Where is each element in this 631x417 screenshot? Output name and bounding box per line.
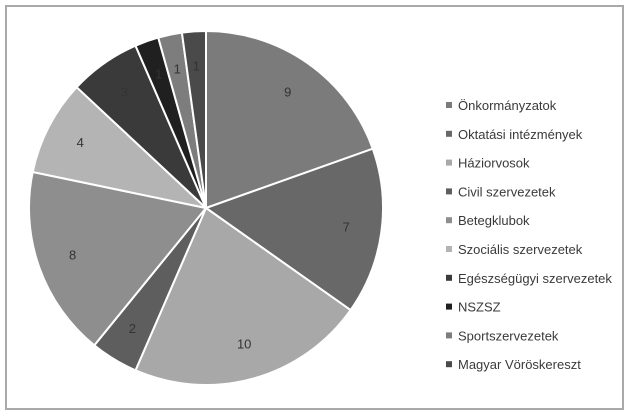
legend-swatch (446, 159, 452, 166)
legend-swatch (446, 274, 452, 281)
slice-value-label: 7 (343, 219, 350, 234)
slice-value-label: 1 (193, 59, 200, 74)
pie-slices (28, 29, 384, 386)
legend-swatch (446, 188, 452, 195)
slice-value-label: 2 (129, 321, 136, 336)
legend-label: Betegklubok (458, 213, 530, 228)
pie-slice (203, 147, 384, 312)
legend-label: Egészségügyi szervezetek (458, 271, 612, 286)
legend: Önkormányzatok Oktatási intézmények Házior… (446, 98, 612, 372)
legend-swatch (446, 246, 452, 252)
legend-label: Magyar Vöröskereszt (458, 357, 581, 372)
legend-label: NSZSZ (458, 300, 501, 315)
legend-label: Szociális szervezetek (458, 242, 583, 257)
legend-label: Civil szervezetek (458, 184, 556, 199)
legend-label: Önkormányzatok (458, 98, 557, 113)
legend-swatch (446, 332, 452, 339)
pie-slice (134, 206, 352, 386)
pie-slice (28, 170, 208, 347)
legend-label: Sportszervezetek (458, 328, 559, 343)
pie-slice (205, 29, 375, 210)
legend-label: Oktatási intézmények (458, 127, 583, 142)
slice-value-label: 9 (284, 84, 291, 99)
pie-slice (31, 85, 210, 210)
pie-slice (180, 29, 207, 209)
legend-swatch (446, 217, 452, 224)
legend-swatch (446, 361, 452, 368)
legend-label: Háziorvosok (458, 156, 530, 171)
slice-value-label: 3 (121, 84, 128, 99)
legend-swatch (446, 130, 452, 137)
legend-swatch (446, 303, 452, 310)
slice-value-label: 10 (237, 336, 251, 351)
slice-value-label: 4 (77, 135, 84, 150)
legend-swatch (446, 102, 452, 108)
slice-value-label: 1 (174, 61, 181, 76)
slice-value-label: 1 (155, 67, 162, 82)
slice-value-label: 8 (69, 247, 76, 262)
